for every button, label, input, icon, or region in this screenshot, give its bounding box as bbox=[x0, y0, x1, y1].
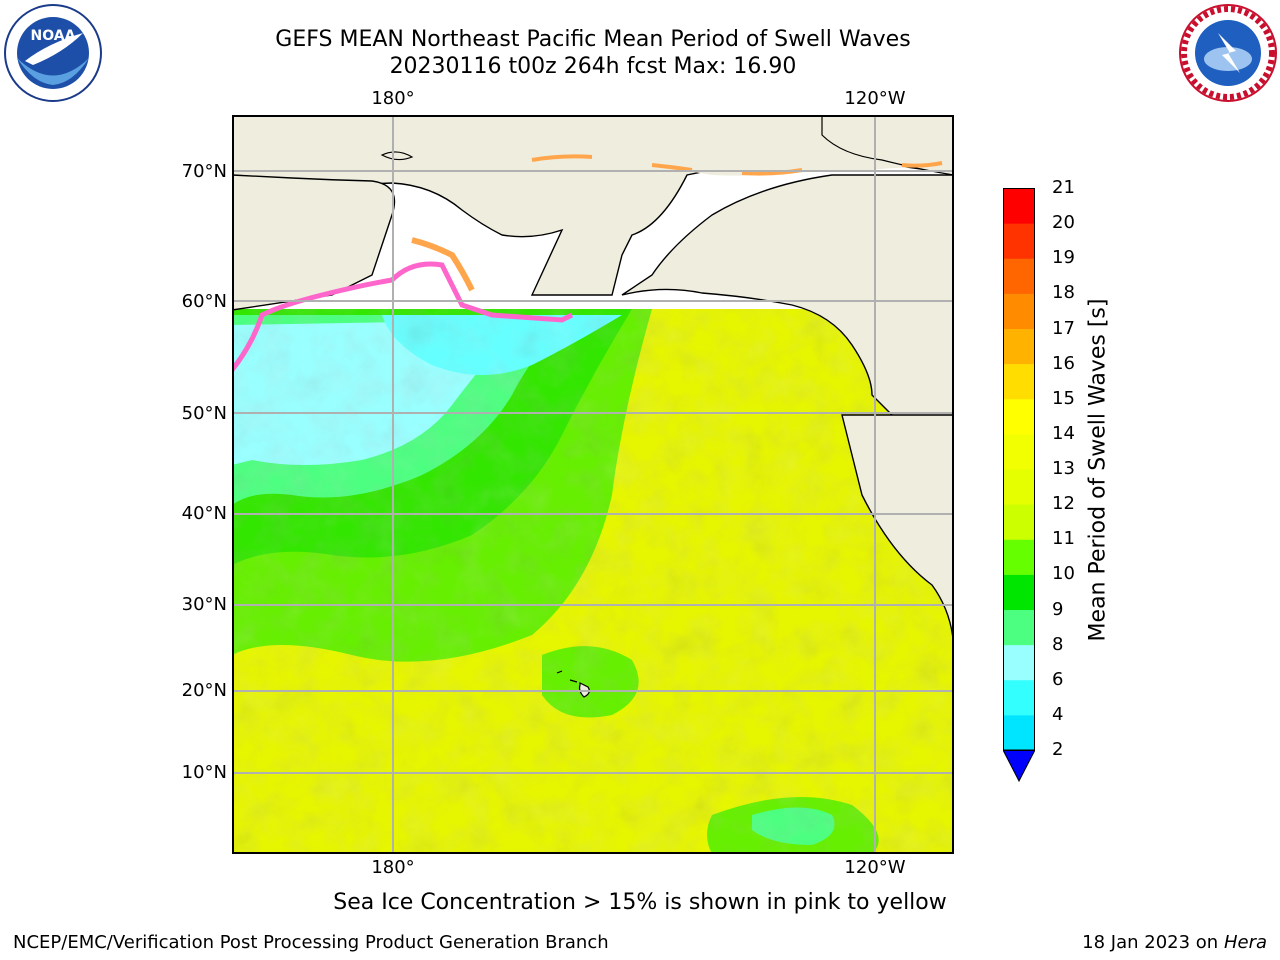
date-text: 18 Jan 2023 on bbox=[1082, 932, 1224, 953]
colorbar-bin bbox=[1003, 574, 1035, 610]
colorbar-extend-arrow bbox=[1003, 749, 1035, 783]
north-america-coast bbox=[841, 414, 954, 656]
colorbar-frame bbox=[1003, 188, 1035, 751]
colorbar-tick-label: 13 bbox=[1052, 458, 1075, 479]
sea-ice-note: Sea Ice Concentration > 15% is shown in … bbox=[333, 890, 947, 915]
sea-ice-orange-bering bbox=[411, 237, 475, 292]
colorbar-title: Mean Period of Swell Waves [s] bbox=[1085, 298, 1111, 642]
colorbar-tick-label: 8 bbox=[1052, 633, 1064, 655]
lat-label-40n: 40°N bbox=[181, 503, 227, 524]
graticule bbox=[232, 115, 954, 854]
colorbar-bin bbox=[1003, 644, 1035, 681]
lat-label-70n: 70°N bbox=[181, 161, 227, 182]
colorbar-bin bbox=[1003, 328, 1035, 365]
colorbar-tick-label: 15 bbox=[1052, 387, 1075, 409]
colorbar-bin bbox=[1003, 398, 1035, 435]
date-line: 18 Jan 2023 on Hera bbox=[1082, 932, 1267, 953]
lon-label-bottom-180: 180° bbox=[371, 857, 415, 878]
colorbar-bin bbox=[1003, 188, 1035, 224]
svg-text:NOAA: NOAA bbox=[31, 28, 76, 44]
colorbar-bin bbox=[1003, 714, 1035, 751]
colorbar-tick-label: 6 bbox=[1052, 668, 1064, 690]
colorbar-tick-label: 20 bbox=[1052, 212, 1075, 234]
chart-title: GEFS MEAN Northeast Pacific Mean Period … bbox=[275, 27, 911, 52]
colorbar-bin bbox=[1003, 539, 1035, 575]
colorbar-bin bbox=[1003, 258, 1035, 294]
lat-label-30n: 30°N bbox=[181, 594, 227, 615]
st-lawrence-island bbox=[380, 151, 414, 161]
nws-logo bbox=[1179, 4, 1277, 102]
colorbar-bin bbox=[1003, 433, 1035, 470]
swell-period-map bbox=[232, 115, 954, 854]
lon-label-bottom-120w: 120°W bbox=[844, 857, 906, 878]
lon-label-top-180: 180° bbox=[371, 88, 415, 109]
lat-label-60n: 60°N bbox=[181, 291, 227, 312]
colorbar-tick-label: 9 bbox=[1052, 598, 1064, 620]
colorbar-tick-label: 11 bbox=[1052, 528, 1075, 550]
sea-ice-edge-west bbox=[232, 277, 393, 372]
colorbar-tick-label: 21 bbox=[1052, 177, 1075, 198]
sea-ice-edge-bering bbox=[390, 261, 574, 323]
sea-ice-arctic bbox=[531, 154, 943, 176]
lat-label-10n: 10°N bbox=[181, 762, 227, 783]
colorbar-tick-label: 16 bbox=[1052, 352, 1075, 374]
chart-subtitle: 20230116 t00z 264h fcst Max: 16.90 bbox=[389, 54, 797, 79]
colorbar-tick-label: 18 bbox=[1052, 282, 1075, 304]
canadian-arctic bbox=[821, 115, 954, 176]
colorbar-bin bbox=[1003, 679, 1035, 716]
colorbar-tick-label: 10 bbox=[1052, 563, 1075, 585]
colorbar-bin bbox=[1003, 363, 1035, 400]
colorbar-bin bbox=[1003, 293, 1035, 329]
map-frame bbox=[232, 115, 954, 854]
alaska-mainland bbox=[621, 174, 954, 446]
colorbar-tick-label: 19 bbox=[1052, 247, 1075, 269]
colorbar-tick-label: 17 bbox=[1052, 317, 1075, 339]
lon-label-top-120w: 120°W bbox=[844, 88, 906, 109]
lat-label-50n: 50°N bbox=[181, 403, 227, 424]
colorbar bbox=[1003, 188, 1035, 783]
field-texture bbox=[232, 309, 954, 854]
colorbar-bin bbox=[1003, 504, 1035, 540]
colorbar-tick-label: 12 bbox=[1052, 493, 1075, 515]
colorbar-bin bbox=[1003, 469, 1035, 505]
lat-label-20n: 20°N bbox=[181, 680, 227, 701]
noaa-logo: NOAA bbox=[4, 4, 102, 102]
colorbar-tick-label: 2 bbox=[1052, 739, 1064, 760]
host-name: Hera bbox=[1223, 932, 1267, 953]
colorbar-bin bbox=[1003, 223, 1035, 259]
credit-line: NCEP/EMC/Verification Post Processing Pr… bbox=[13, 932, 609, 953]
colorbar-tick-label: 4 bbox=[1052, 703, 1064, 725]
colorbar-tick-label: 14 bbox=[1052, 422, 1075, 444]
colorbar-bin bbox=[1003, 609, 1035, 646]
